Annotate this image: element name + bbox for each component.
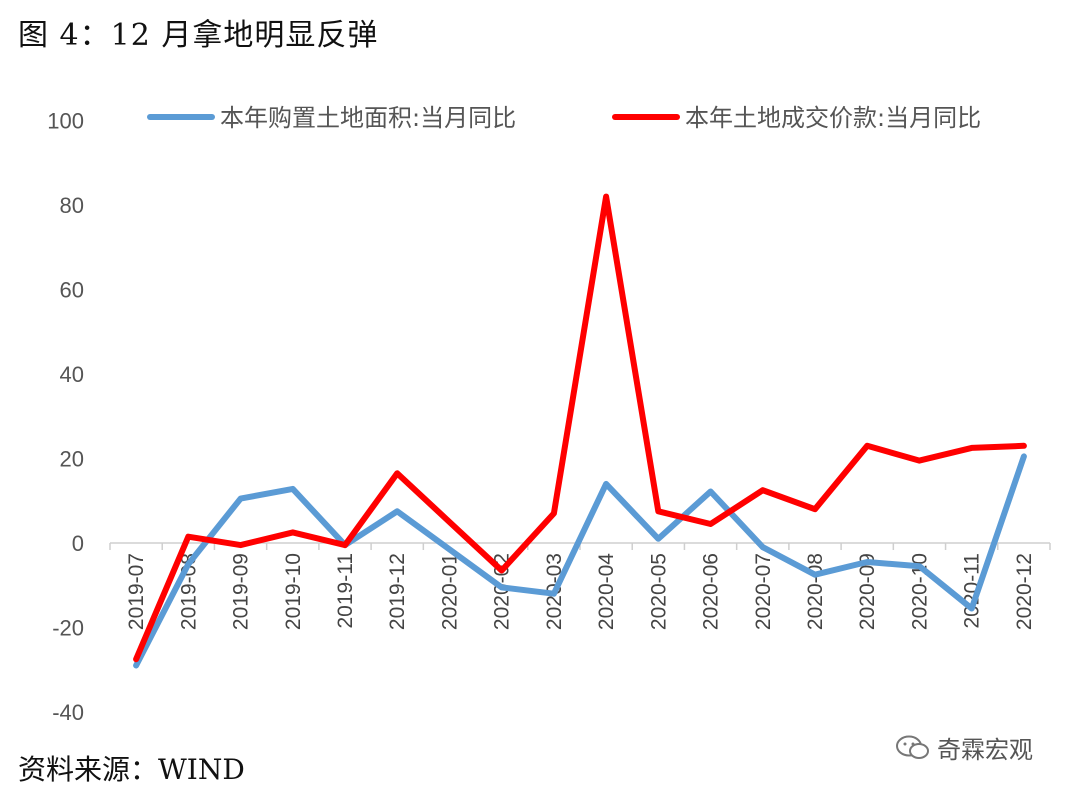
y-tick-label: 100: [47, 109, 84, 134]
x-tick-label: 2020-07: [752, 553, 775, 630]
legend: 本年购置土地面积:当月同比 本年土地成交价款:当月同比: [147, 104, 981, 132]
y-tick-label: 80: [60, 193, 84, 218]
y-tick-label: -20: [52, 616, 84, 641]
y-tick-label: 40: [60, 362, 84, 387]
x-tick-label: 2019-09: [230, 553, 253, 630]
x-tick-label: 2020-11: [961, 553, 984, 629]
legend-label-price: 本年土地成交价款:当月同比: [685, 104, 981, 132]
x-tick-label: 2019-10: [282, 553, 305, 630]
x-tick-label: 2020-09: [856, 553, 879, 630]
series-layer: [133, 193, 1027, 669]
x-tick-label: 2019-11: [334, 553, 357, 629]
x-tick-label: 2020-04: [595, 553, 618, 630]
x-tick-label: 2020-12: [1013, 553, 1036, 630]
watermark-text: 奇霖宏观: [937, 736, 1033, 764]
x-axis: 2019-07 2019-08 2019-09 2019-10 2019-11 2019-…: [109, 542, 1051, 630]
y-tick-label: -40: [52, 700, 84, 725]
x-tick-label: 2019-07: [125, 553, 148, 630]
series-line-land-price: [133, 193, 1027, 663]
x-tick-label: 2020-02: [491, 553, 514, 630]
figure-title: 图 4：12 月拿地明显反弹: [18, 18, 379, 53]
wechat-icon: [896, 735, 929, 759]
y-tick-label: 20: [60, 447, 84, 472]
x-tick-label: 2020-06: [700, 553, 723, 630]
legend-label-area: 本年购置土地面积:当月同比: [220, 104, 516, 132]
y-tick-label: 60: [60, 278, 84, 303]
watermark: 奇霖宏观: [895, 730, 1033, 765]
x-tick-label: 2020-01: [438, 553, 461, 630]
x-tick-label: 2020-05: [647, 553, 670, 630]
x-tick-label: 2020-08: [804, 553, 827, 630]
y-axis: -40 -20 0 20 40 60 80 100: [47, 109, 84, 726]
series-line-land-area: [133, 453, 1027, 669]
source-note: 资料来源：WIND: [18, 753, 245, 786]
y-tick-label: 0: [72, 531, 84, 556]
x-tick-label: 2019-12: [386, 553, 409, 630]
